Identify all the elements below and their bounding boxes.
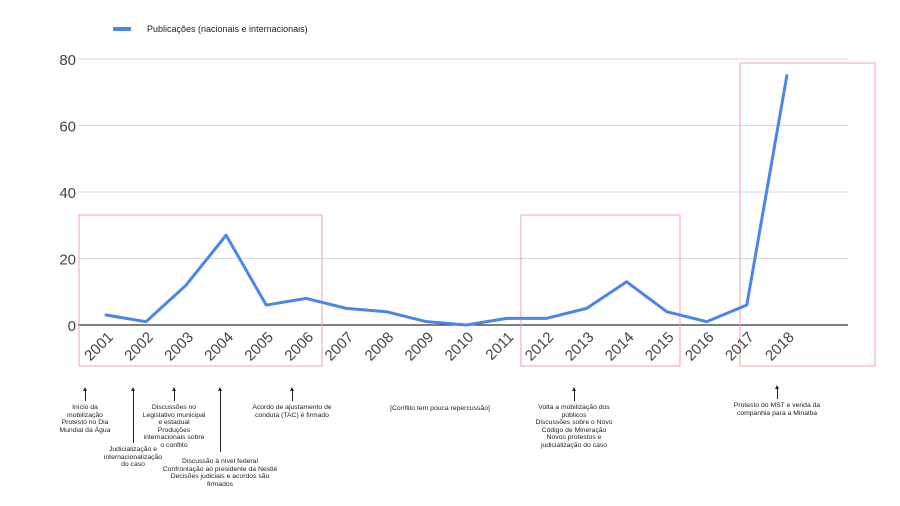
x-tick-label: 2002	[121, 329, 157, 365]
legend: Publicações (nacionais e internacionais)	[113, 24, 308, 34]
annotation-2006: Acordo de ajustamento de conduta (TAC) é …	[252, 404, 332, 419]
x-tick-label: 2001	[81, 329, 117, 365]
arrow-2001	[83, 387, 87, 401]
y-tick-label: 20	[59, 252, 76, 269]
annotation-2013: Volta a mobilização dos públicos Discussõe…	[535, 404, 613, 449]
series-line	[104, 74, 789, 327]
y-tick-label: 40	[59, 185, 76, 202]
arrow-2003	[172, 387, 176, 401]
annotation-2003: Discussões no Legislativo municipal e esta…	[142, 404, 206, 449]
x-tick-label: 2016	[682, 329, 718, 365]
highlight-box	[739, 62, 876, 367]
y-tick-label: 0	[68, 318, 76, 335]
annotation-quiet-period: [Conflito tem pouca repercussão]	[390, 405, 490, 412]
annotation-2002: Judicialização e internacionalização do ca…	[103, 446, 163, 469]
legend-label: Publicações (nacionais e internacionais)	[147, 24, 308, 34]
highlight-box	[520, 214, 681, 367]
x-tick-label: 2007	[322, 329, 358, 365]
x-tick-label: 2015	[642, 329, 678, 365]
x-tick-label: 2011	[482, 329, 517, 364]
x-tick-label: 2009	[402, 329, 438, 365]
x-tick-label: 2018	[762, 329, 798, 365]
arrow-2002	[131, 387, 135, 443]
x-tick-label: 2010	[442, 329, 478, 365]
y-tick-label: 80	[59, 52, 76, 69]
x-tick-label: 2012	[522, 329, 558, 365]
x-tick-label: 2006	[281, 329, 317, 365]
annotation-2018: Protesto do MST e venda da companhia para…	[733, 402, 821, 417]
x-tick-label: 2003	[161, 329, 197, 365]
x-tick-label: 2013	[562, 329, 598, 365]
arrow-2004	[218, 387, 222, 452]
highlight-box	[78, 214, 323, 367]
x-tick-label: 2014	[602, 329, 638, 365]
arrow-2013	[572, 387, 576, 401]
x-tick-label: 2004	[201, 329, 237, 365]
arrow-2006	[290, 387, 294, 401]
annotation-2004: Discussão à nível federal Confrontação ao…	[162, 458, 278, 488]
legend-swatch	[113, 27, 131, 31]
x-tick-label: 2008	[362, 329, 398, 365]
x-tick-label: 2005	[241, 329, 277, 365]
arrow-2018	[775, 385, 779, 399]
y-tick-label: 60	[59, 119, 76, 136]
annotation-2001: Início da mobilização Protesto no Dia Mundi…	[59, 404, 111, 434]
